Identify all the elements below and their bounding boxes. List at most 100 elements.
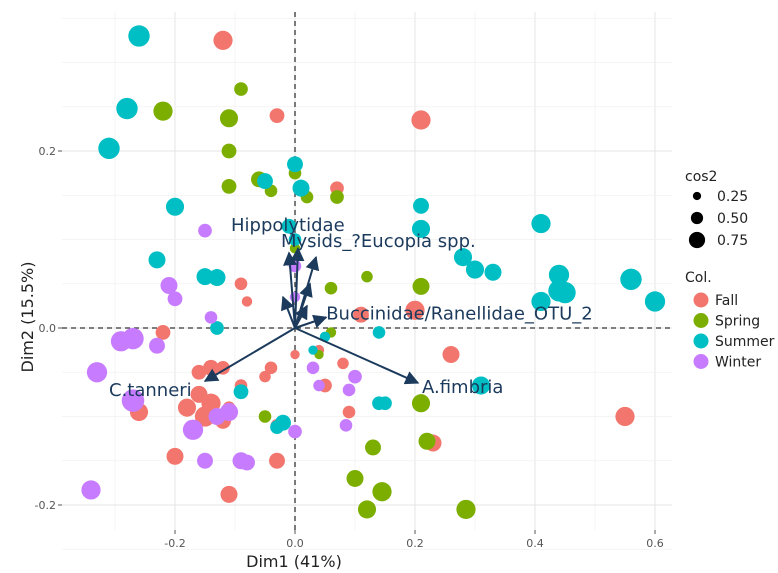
variable-arrow	[294, 327, 420, 385]
data-point-winter	[198, 223, 212, 238]
y-tick-label: -0.2	[35, 499, 56, 512]
data-point-fall	[269, 452, 285, 469]
data-point-summer	[548, 264, 570, 286]
arrow-label: A.fimbria	[422, 377, 503, 398]
data-point-summer	[98, 137, 120, 160]
data-point-spring	[412, 277, 430, 295]
data-point-summer	[281, 218, 297, 234]
grid-lines	[62, 12, 672, 550]
data-point-spring	[221, 143, 237, 159]
data-point-summer	[308, 345, 318, 355]
data-point-summer	[210, 321, 224, 335]
data-point-spring	[418, 432, 436, 450]
data-point-fall	[166, 447, 184, 465]
data-point-fall	[337, 357, 349, 370]
data-point-winter	[149, 337, 165, 354]
data-point-spring	[372, 482, 392, 502]
arrow-label: Hippolytidae	[231, 215, 345, 236]
data-point-fall	[216, 360, 230, 375]
data-point-summer	[372, 326, 386, 339]
data-point-summer	[165, 197, 185, 216]
legend-color-swatch-summer	[693, 333, 709, 349]
data-point-fall	[155, 325, 171, 340]
x-axis-title: Dim1 (41%)	[246, 552, 342, 571]
legend-size-label: 0.25	[717, 189, 748, 205]
data-point-winter	[239, 454, 255, 471]
data-point-summer	[292, 179, 310, 197]
data-point-spring	[330, 190, 344, 204]
legend-size-title: cos2	[685, 169, 717, 185]
legend-color-label: Fall	[715, 293, 738, 309]
data-point-summer	[484, 263, 502, 281]
data-point-winter	[204, 311, 218, 324]
data-point-summer	[413, 197, 429, 214]
data-point-summer	[644, 291, 666, 312]
data-point-winter	[342, 383, 356, 397]
legend-color-label: Winter	[715, 355, 761, 371]
y-tick-label: 0.2	[39, 145, 57, 158]
data-point-fall	[264, 361, 278, 375]
data-point-winter	[313, 379, 325, 392]
data-point-fall	[213, 30, 233, 50]
data-point-summer	[554, 281, 576, 304]
data-point-fall	[411, 110, 431, 130]
data-point-summer	[378, 396, 392, 411]
legend-size-label: 0.50	[717, 211, 748, 227]
data-point-spring	[365, 439, 381, 456]
legend-size-swatch	[692, 191, 702, 201]
x-tick-label: 0.2	[406, 537, 424, 550]
variable-arrow	[281, 295, 296, 329]
data-point-summer	[233, 384, 249, 400]
legend-color-label: Summer	[715, 334, 775, 350]
data-point-fall	[177, 398, 197, 417]
data-point-summer	[531, 213, 551, 234]
data-point-winter	[197, 452, 213, 469]
axis-ticks: -0.2 0.0 0.2 0.4 0.6 -0.2 0.0 0.2	[35, 145, 664, 550]
data-point-fall	[269, 108, 285, 123]
data-point-spring	[234, 82, 248, 96]
data-point-fall	[194, 406, 216, 427]
data-point-fall	[405, 300, 425, 320]
data-point-fall	[342, 405, 356, 419]
data-point-winter	[288, 424, 302, 439]
data-point-spring	[219, 109, 239, 128]
variable-arrow	[283, 251, 297, 329]
data-point-summer	[148, 251, 166, 269]
arrow-label: Mysids_?Eucopia spp.	[281, 231, 476, 252]
data-point-summer	[465, 260, 485, 279]
data-point-summer	[411, 219, 431, 238]
data-point-summer	[208, 269, 226, 287]
data-point-spring	[456, 499, 476, 520]
data-point-fall	[234, 277, 248, 291]
arrow-label: Buccinidae/Ranellidae_OTU_2	[326, 303, 593, 324]
data-point-summer	[257, 173, 273, 190]
data-point-spring	[324, 281, 338, 295]
data-point-spring	[221, 179, 237, 194]
legend-color-title: Col.	[685, 270, 712, 286]
legend-color-swatch-winter	[693, 354, 709, 369]
y-axis-title: Dim2 (15.5%)	[18, 262, 37, 373]
data-point-winter	[160, 277, 178, 295]
data-point-fall	[241, 296, 253, 307]
x-tick-label: 0.6	[646, 537, 664, 550]
legend-color-label: Spring	[715, 314, 760, 330]
legend-size-swatch	[690, 211, 704, 225]
x-tick-label: -0.2	[164, 537, 185, 550]
data-point-summer	[620, 268, 642, 291]
data-point-spring	[411, 394, 431, 413]
data-points	[81, 25, 666, 520]
data-point-summer	[116, 97, 138, 120]
data-point-spring	[357, 500, 377, 519]
variable-arrow	[294, 304, 308, 329]
data-point-fall	[259, 370, 271, 383]
data-point-winter	[306, 361, 320, 375]
data-point-winter	[110, 331, 132, 352]
data-point-fall	[220, 485, 238, 503]
data-point-winter	[182, 419, 204, 440]
legend-size-label: 0.75	[717, 233, 748, 249]
x-tick-label: 0.4	[526, 537, 544, 550]
data-point-fall	[290, 349, 300, 360]
legend: cos2 Col. 0.25 0.50 0.75 Fall Spring Summer Wi…	[685, 169, 775, 371]
